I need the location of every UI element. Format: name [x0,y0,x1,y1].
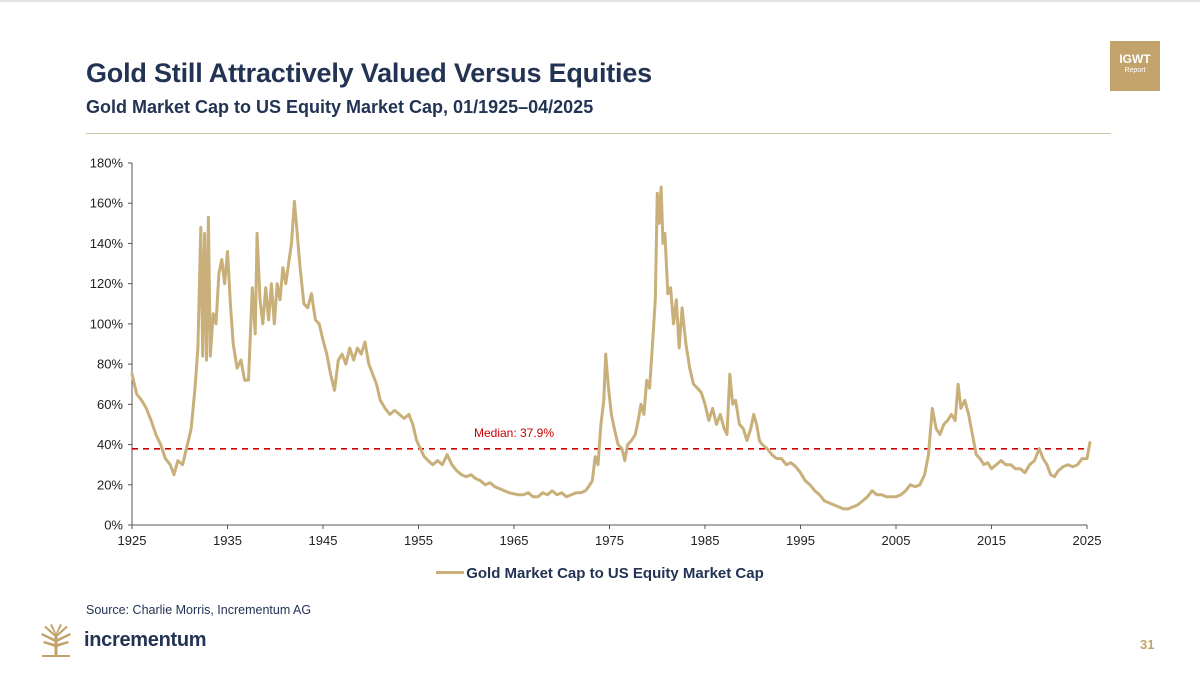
header-divider [86,133,1111,134]
x-tick-label: 1985 [691,533,720,548]
source-note: Source: Charlie Morris, Incrementum AG [86,603,312,617]
legend-label: Gold Market Cap to US Equity Market Cap [466,565,764,582]
x-tick-label: 1925 [118,533,147,548]
y-tick-label: 160% [90,196,124,211]
x-tick-label: 2005 [882,533,911,548]
x-tick-label: 1975 [595,533,624,548]
y-tick-label: 40% [97,437,123,452]
x-tick-label: 1995 [786,533,815,548]
series-line [130,185,1092,511]
median-label: Median: 37.9% [474,426,554,440]
x-tick-label: 1945 [309,533,338,548]
y-tick-label: 100% [90,316,124,331]
y-tick-label: 20% [97,477,123,492]
page-title: Gold Still Attractively Valued Versus Eq… [86,58,652,88]
y-tick-label: 180% [90,156,124,171]
igwt-report-badge: IGWT Report [1110,41,1160,91]
y-tick-label: 80% [97,357,123,372]
page-number: 31 [1140,637,1155,652]
x-tick-label: 1965 [500,533,529,548]
x-tick-label: 2015 [977,533,1006,548]
x-tick-label: 1955 [404,533,433,548]
page-subtitle: Gold Market Cap to US Equity Market Cap,… [86,97,594,117]
x-tick-label: 2025 [1073,533,1102,548]
gold-equity-ratio-chart: 0% 20% 40% 60% 80% 100% 120% 140% 160% 180% 1925 19… [90,156,1102,549]
brand-name: incrementum [84,629,207,651]
chart-legend: Gold Market Cap to US Equity Market Cap [0,565,1200,582]
badge-sub-text: Report [1124,67,1146,74]
y-tick-label: 60% [97,397,123,412]
legend-swatch [436,570,465,574]
y-tick-label: 120% [90,276,124,291]
y-tick-label: 140% [90,236,124,251]
top-rule [0,0,1200,2]
wheat-tree-icon [41,624,71,657]
y-tick-label: 0% [104,518,123,533]
x-tick-label: 1935 [213,533,242,548]
badge-main-text: IGWT [1119,52,1151,66]
